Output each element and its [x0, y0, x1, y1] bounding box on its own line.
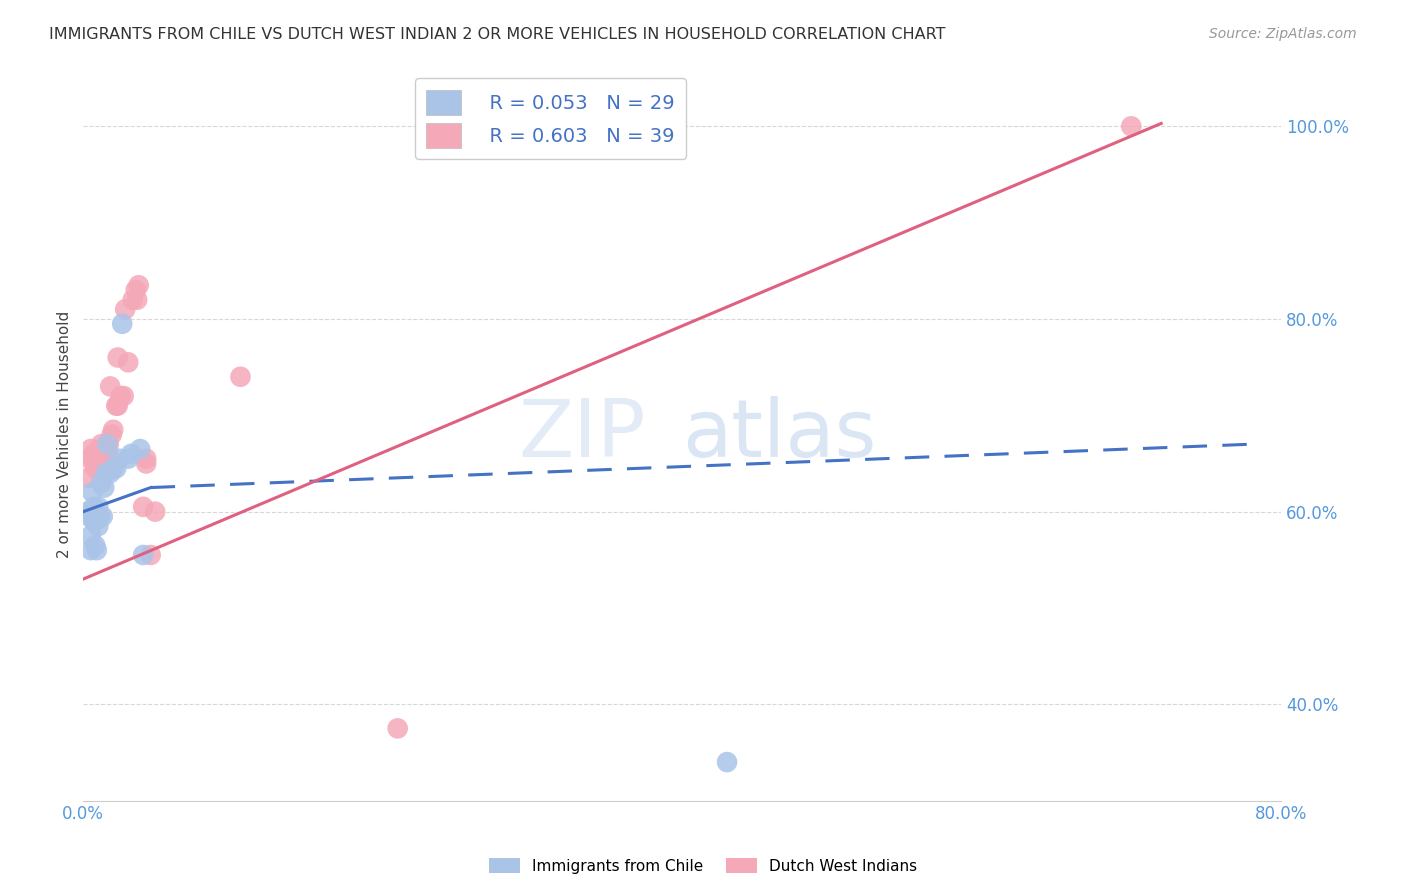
Point	[117, 355, 139, 369]
Point	[84, 514, 107, 528]
Point	[96, 437, 118, 451]
Point	[86, 543, 108, 558]
Point	[105, 399, 128, 413]
Point	[111, 317, 134, 331]
Point	[108, 451, 131, 466]
Point	[127, 293, 149, 307]
Point	[716, 755, 738, 769]
Point	[97, 437, 120, 451]
Point	[80, 543, 103, 558]
Point	[89, 447, 111, 461]
Point	[121, 293, 143, 307]
Point	[90, 437, 112, 451]
Point	[128, 278, 150, 293]
Point	[93, 466, 115, 480]
Point	[83, 514, 105, 528]
Point	[94, 461, 117, 475]
Point	[114, 302, 136, 317]
Point	[229, 369, 252, 384]
Legend: Immigrants from Chile, Dutch West Indians: Immigrants from Chile, Dutch West Indian…	[484, 852, 922, 880]
Point	[82, 505, 104, 519]
Point	[135, 451, 157, 466]
Point	[76, 471, 98, 485]
Point	[107, 399, 129, 413]
Point	[87, 500, 110, 514]
Point	[87, 451, 110, 466]
Legend:   R = 0.053   N = 29,   R = 0.603   N = 39: R = 0.053 N = 29, R = 0.603 N = 39	[415, 78, 686, 160]
Point	[80, 442, 103, 456]
Point	[100, 427, 122, 442]
Point	[98, 451, 121, 466]
Point	[125, 283, 148, 297]
Point	[105, 461, 128, 475]
Point	[132, 500, 155, 514]
Point	[84, 461, 107, 475]
Point	[80, 529, 103, 543]
Text: atlas: atlas	[682, 395, 876, 474]
Point	[93, 481, 115, 495]
Point	[103, 423, 125, 437]
Point	[94, 466, 117, 480]
Point	[129, 442, 152, 456]
Point	[77, 509, 100, 524]
Point	[1121, 120, 1143, 134]
Point	[132, 548, 155, 562]
Point	[82, 451, 104, 466]
Point	[107, 351, 129, 365]
Point	[77, 451, 100, 466]
Point	[94, 447, 117, 461]
Point	[387, 722, 409, 736]
Point	[84, 538, 107, 552]
Point	[89, 509, 111, 524]
Point	[96, 442, 118, 456]
Point	[82, 485, 104, 500]
Point	[110, 389, 132, 403]
Point	[143, 505, 166, 519]
Point	[103, 461, 125, 475]
Point	[117, 451, 139, 466]
Y-axis label: 2 or more Vehicles in Household: 2 or more Vehicles in Household	[58, 311, 72, 558]
Point	[90, 475, 112, 490]
Point	[83, 500, 105, 514]
Point	[112, 389, 135, 403]
Point	[120, 447, 142, 461]
Text: ZIP: ZIP	[519, 395, 647, 474]
Point	[139, 548, 162, 562]
Point	[91, 509, 114, 524]
Point	[86, 447, 108, 461]
Point	[76, 505, 98, 519]
Point	[83, 447, 105, 461]
Text: Source: ZipAtlas.com: Source: ZipAtlas.com	[1209, 27, 1357, 41]
Point	[98, 379, 121, 393]
Point	[135, 457, 157, 471]
Point	[91, 451, 114, 466]
Text: IMMIGRANTS FROM CHILE VS DUTCH WEST INDIAN 2 OR MORE VEHICLES IN HOUSEHOLD CORRE: IMMIGRANTS FROM CHILE VS DUTCH WEST INDI…	[49, 27, 946, 42]
Point	[87, 519, 110, 533]
Point	[98, 466, 121, 480]
